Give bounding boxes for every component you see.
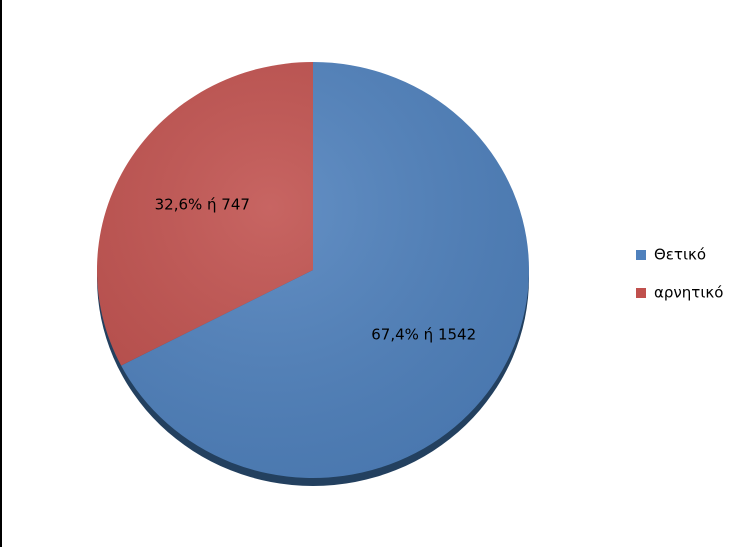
legend-label: Θετικό: [654, 246, 706, 264]
legend-label: αρνητικό: [654, 284, 723, 302]
legend: Θετικό αρνητικό: [636, 246, 723, 302]
legend-swatch: [636, 250, 646, 260]
data-label: 32,6% ή 747: [155, 196, 250, 214]
data-label: 67,4% ή 1542: [371, 325, 476, 343]
pie: [96, 62, 529, 478]
labels: 67,4% ή 1542 32,6% ή 747: [155, 196, 477, 344]
legend-swatch: [636, 288, 646, 298]
